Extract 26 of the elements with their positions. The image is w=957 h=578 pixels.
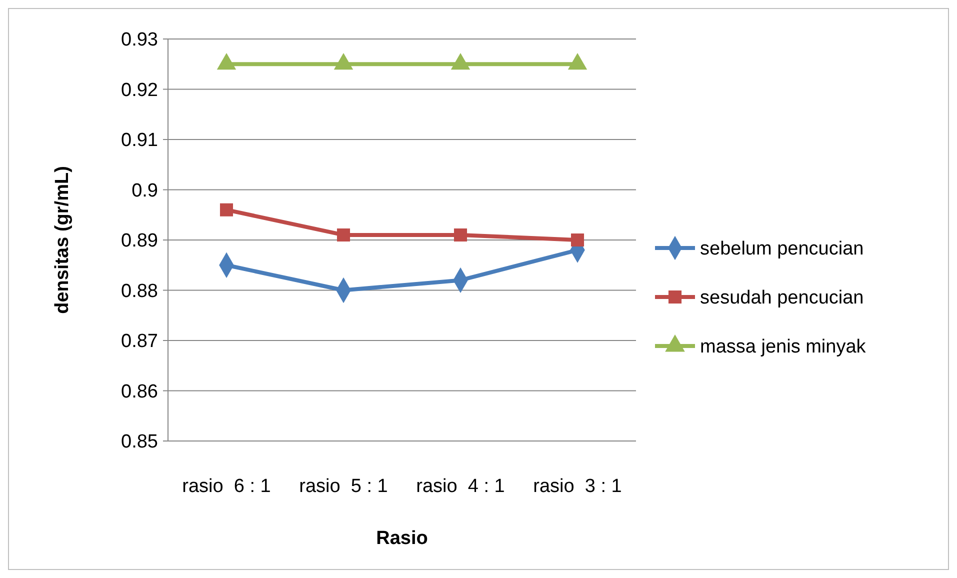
x-tick-label: rasio 6 : 1 [182,476,271,497]
x-tick-label: rasio 3 : 1 [533,476,622,497]
y-tick-label: 0.92 [121,80,158,101]
y-axis-title: densitas (gr/mL) [52,166,73,314]
point [334,53,354,70]
point [454,228,468,242]
point [568,53,588,70]
y-tick-label: 0.88 [121,280,158,302]
y-tick-label: 0.93 [121,30,158,51]
x-tick-label: rasio 5 : 1 [299,476,388,497]
y-tick-label: 0.89 [121,230,158,252]
point [450,53,470,70]
x-axis-title: Rasio [376,528,428,549]
point [220,203,234,216]
point [336,228,350,242]
legend-label: sesudah pencucian [700,288,864,309]
y-tick-label: 0.86 [121,381,158,402]
y-tick-label: 0.87 [121,331,158,352]
y-tick-label: 0.85 [121,432,158,453]
legend-label: massa jenis minyak [700,336,866,358]
legend-label: sebelum pencucian [700,238,864,260]
y-tick-label: 0.9 [132,180,158,202]
x-tick-label: rasio 4 : 1 [416,476,505,497]
point [216,53,236,70]
y-tick-label: 0.91 [121,130,158,152]
point [570,233,584,247]
